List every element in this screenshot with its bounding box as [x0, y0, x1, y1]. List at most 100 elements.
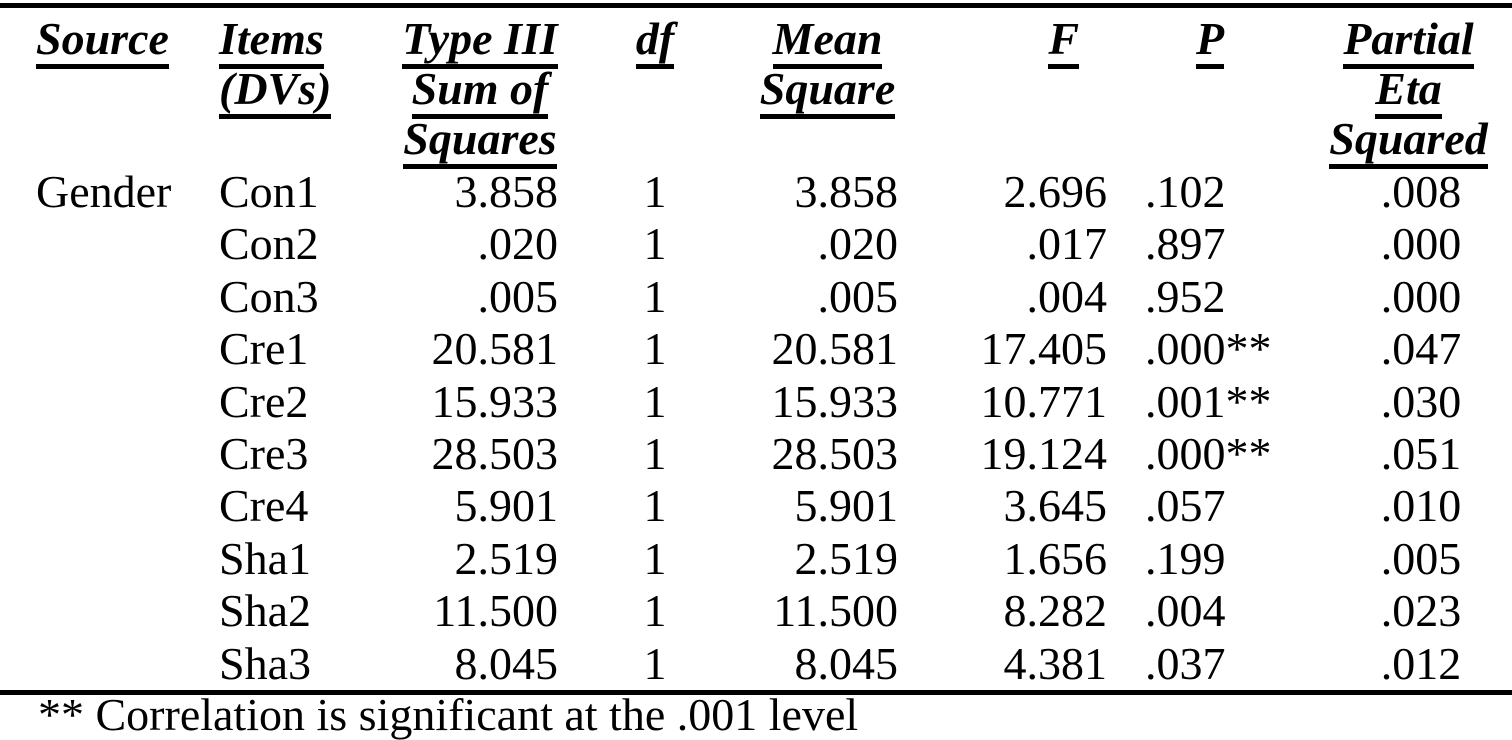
- cell-mean-square: 8.045: [794, 637, 899, 689]
- header-line: df: [565, 13, 745, 69]
- cell-source: [0, 480, 185, 532]
- header-text: Items: [219, 13, 324, 69]
- cell-f: 4.381: [1003, 637, 1108, 689]
- table-row: Sha1 2.519 1 2.519 1.656 .199 .005: [0, 533, 1512, 585]
- cell-source: [0, 638, 185, 690]
- cell-item: Cre4: [219, 480, 309, 532]
- cell-item: Sha1: [219, 532, 311, 584]
- cell-f: 2.696: [1003, 166, 1108, 217]
- cell-f: .017: [1026, 218, 1108, 270]
- cell-item: Sha3: [219, 637, 311, 689]
- col-header-source: Source: [0, 8, 185, 166]
- cell-p: .199: [1145, 532, 1226, 584]
- col-header-type3-sum-of-squares: Type III Sum of Squares: [335, 8, 565, 169]
- cell-f: 8.282: [1003, 585, 1108, 637]
- cell-item: Cre3: [219, 428, 309, 480]
- cell-source: [0, 218, 185, 270]
- table-footnote: ** Correlation is significant at the .00…: [38, 689, 859, 740]
- header-text: P: [1195, 13, 1225, 69]
- header-text: df: [635, 13, 675, 69]
- table-row: Con3 .005 1 .005 .004 .952 .000: [0, 271, 1512, 323]
- col-header-f: F: [910, 8, 1115, 166]
- cell-item: Cre2: [219, 375, 309, 427]
- cell-p: .001**: [1145, 375, 1272, 427]
- manova-results-table: Source Items (DVs) Type III Sum of Squar…: [0, 8, 1512, 690]
- cell-df: 1: [643, 323, 667, 375]
- cell-item: Con3: [219, 270, 319, 322]
- cell-df: 1: [643, 428, 667, 480]
- header-text: F: [1048, 13, 1079, 69]
- header-line: Eta: [1305, 63, 1512, 119]
- table-row: Cre2 15.933 1 15.933 10.771 .001** .030: [0, 376, 1512, 428]
- col-header-partial-eta-squared: Partial Eta Squared: [1305, 8, 1512, 169]
- header-text: Partial: [1343, 13, 1474, 69]
- cell-eta: .030: [1380, 375, 1462, 427]
- cell-df: 1: [643, 166, 667, 217]
- header-text: Source: [36, 13, 169, 69]
- cell-p: .102: [1145, 166, 1226, 217]
- cell-p: .000**: [1145, 323, 1272, 375]
- cell-source: Gender: [36, 166, 172, 217]
- cell-mean-square: 11.500: [773, 585, 898, 637]
- header-text: Eta: [1375, 63, 1442, 119]
- col-header-df: df: [565, 8, 745, 166]
- header-line: Type III: [395, 13, 565, 69]
- cell-f: 10.771: [980, 375, 1108, 427]
- cell-eta: .008: [1380, 166, 1462, 217]
- cell-df: 1: [643, 218, 667, 270]
- cell-f: 19.124: [980, 428, 1108, 480]
- cell-p: .004: [1145, 585, 1226, 637]
- table-bottom-rule: [0, 690, 1512, 696]
- cell-f: 3.645: [1003, 480, 1108, 532]
- cell-eta: .000: [1380, 218, 1462, 270]
- cell-eta: .023: [1380, 585, 1462, 637]
- header-text: Mean: [772, 13, 883, 69]
- cell-source: [0, 585, 185, 637]
- table-row: Sha2 11.500 1 11.500 8.282 .004 .023: [0, 585, 1512, 637]
- cell-df: 1: [643, 375, 667, 427]
- cell-type3-ss: 8.045: [454, 637, 559, 689]
- cell-eta: .000: [1380, 270, 1462, 322]
- header-line: P: [1115, 13, 1305, 69]
- header-text: Square: [759, 63, 896, 119]
- header-line: Items: [219, 13, 335, 69]
- cell-df: 1: [643, 480, 667, 532]
- cell-source: [0, 323, 185, 375]
- cell-mean-square: .020: [817, 218, 899, 270]
- cell-eta: .051: [1380, 428, 1462, 480]
- header-text: (DVs): [219, 63, 332, 119]
- header-line: F: [910, 13, 1079, 69]
- header-line: Square: [745, 63, 910, 119]
- header-line: Sum of: [395, 63, 565, 119]
- cell-source: [0, 271, 185, 323]
- cell-type3-ss: .020: [477, 218, 559, 270]
- table-row: Gender Con1 3.858 1 3.858 2.696 .102 .00…: [0, 166, 1512, 218]
- cell-mean-square: 15.933: [771, 375, 899, 427]
- cell-df: 1: [643, 532, 667, 584]
- cell-p: .000**: [1145, 428, 1272, 480]
- cell-eta: .005: [1380, 532, 1462, 584]
- cell-type3-ss: 20.581: [431, 323, 559, 375]
- table-row: Con2 .020 1 .020 .017 .897 .000: [0, 218, 1512, 270]
- cell-f: 17.405: [980, 323, 1108, 375]
- cell-source: [0, 376, 185, 428]
- cell-eta: .010: [1380, 480, 1462, 532]
- table-row: Sha3 8.045 1 8.045 4.381 .037 .012: [0, 638, 1512, 690]
- cell-type3-ss: 15.933: [431, 375, 559, 427]
- document-page: Source Items (DVs) Type III Sum of Squar…: [0, 3, 1512, 738]
- header-line: Partial: [1305, 13, 1512, 69]
- header-line: Squares: [395, 113, 565, 169]
- cell-df: 1: [643, 270, 667, 322]
- header-text: Squared: [1329, 113, 1488, 169]
- cell-df: 1: [643, 585, 667, 637]
- cell-p: .897: [1145, 218, 1226, 270]
- cell-mean-square: .005: [817, 270, 899, 322]
- cell-mean-square: 3.858: [794, 166, 899, 217]
- table-top-rule: [0, 3, 1512, 8]
- header-line: Source: [36, 13, 185, 69]
- cell-eta: .047: [1380, 323, 1462, 375]
- cell-item: Cre1: [219, 323, 309, 375]
- cell-f: 1.656: [1003, 532, 1108, 584]
- cell-item: Con1: [219, 166, 319, 217]
- cell-type3-ss: 3.858: [454, 166, 559, 217]
